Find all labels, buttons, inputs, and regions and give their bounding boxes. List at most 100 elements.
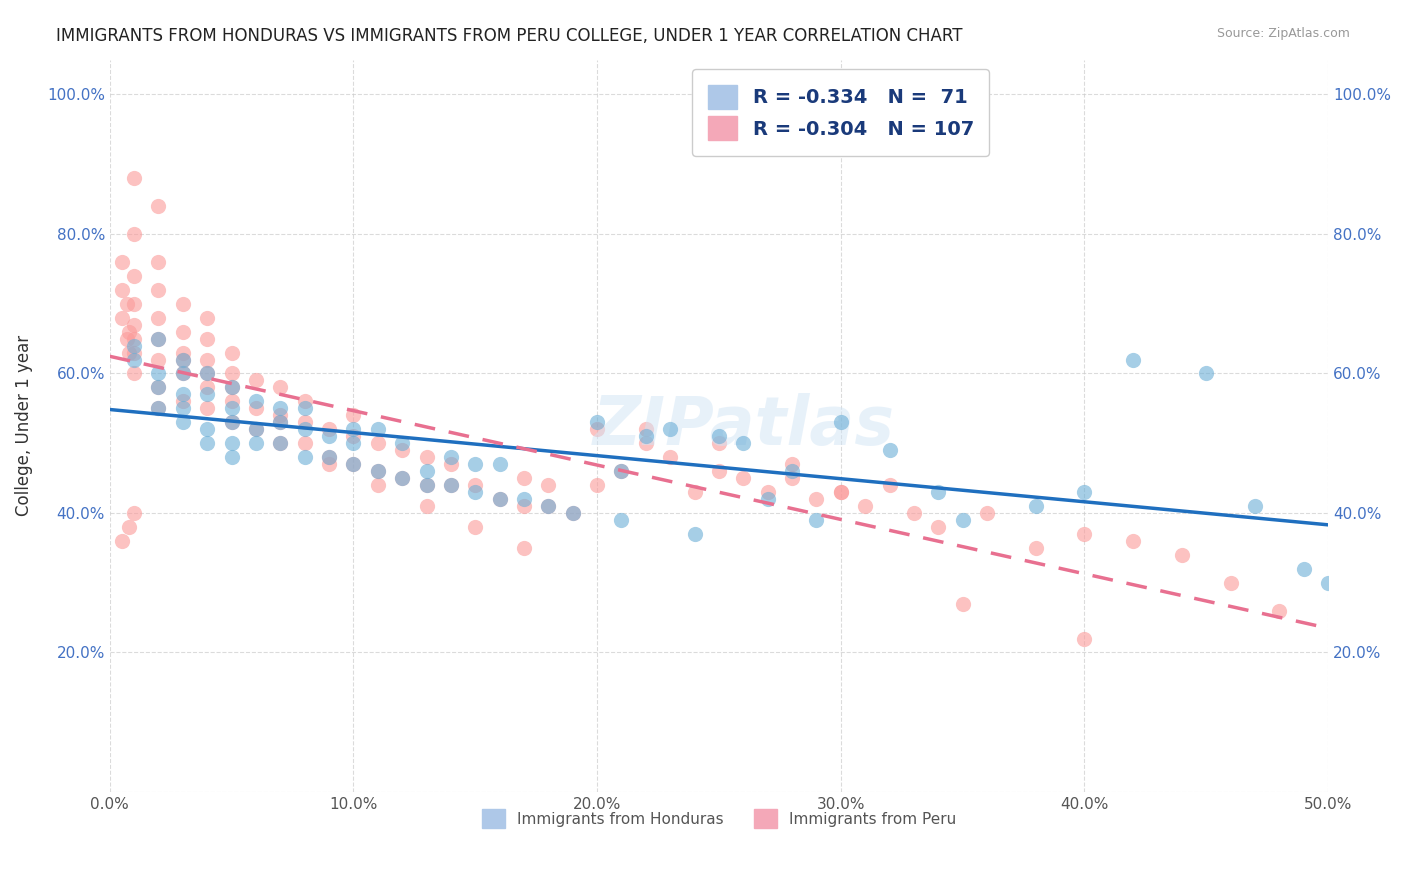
Point <box>367 422 389 436</box>
Point <box>1122 533 1144 548</box>
Point <box>342 409 364 423</box>
Point <box>733 471 755 485</box>
Point <box>513 471 536 485</box>
Point <box>148 401 170 416</box>
Point <box>269 415 291 429</box>
Point <box>1244 499 1267 513</box>
Point <box>118 345 141 359</box>
Point <box>830 485 852 500</box>
Point <box>122 268 145 283</box>
Point <box>148 367 170 381</box>
Point <box>440 457 463 471</box>
Point <box>115 296 138 310</box>
Point <box>172 352 194 367</box>
Point <box>221 436 243 450</box>
Point <box>148 255 170 269</box>
Point <box>879 478 901 492</box>
Point <box>586 422 609 436</box>
Point <box>115 332 138 346</box>
Point <box>391 436 413 450</box>
Point <box>195 387 218 401</box>
Point <box>683 485 706 500</box>
Point <box>342 429 364 443</box>
Point <box>879 443 901 458</box>
Point <box>488 491 510 506</box>
Point <box>513 541 536 555</box>
Point <box>172 415 194 429</box>
Point <box>122 506 145 520</box>
Point <box>537 499 560 513</box>
Point <box>952 597 974 611</box>
Point <box>561 506 583 520</box>
Point <box>610 464 633 478</box>
Point <box>415 464 437 478</box>
Point <box>1268 604 1291 618</box>
Point <box>294 450 316 465</box>
Point <box>659 422 682 436</box>
Point <box>707 429 730 443</box>
Point <box>488 491 510 506</box>
Point <box>415 450 437 465</box>
Point <box>464 485 486 500</box>
Text: IMMIGRANTS FROM HONDURAS VS IMMIGRANTS FROM PERU COLLEGE, UNDER 1 YEAR CORRELATI: IMMIGRANTS FROM HONDURAS VS IMMIGRANTS F… <box>56 27 963 45</box>
Point <box>221 415 243 429</box>
Point <box>610 464 633 478</box>
Point <box>586 478 609 492</box>
Point <box>318 422 340 436</box>
Point <box>415 499 437 513</box>
Point <box>172 367 194 381</box>
Point <box>148 283 170 297</box>
Point <box>415 478 437 492</box>
Point <box>195 367 218 381</box>
Point <box>806 491 828 506</box>
Point <box>927 520 949 534</box>
Text: Source: ZipAtlas.com: Source: ZipAtlas.com <box>1216 27 1350 40</box>
Point <box>122 332 145 346</box>
Point <box>148 380 170 394</box>
Point <box>245 436 267 450</box>
Point <box>1073 485 1095 500</box>
Point <box>1025 499 1047 513</box>
Point <box>195 310 218 325</box>
Point <box>513 499 536 513</box>
Point <box>172 352 194 367</box>
Point <box>1292 562 1315 576</box>
Point <box>342 457 364 471</box>
Point <box>391 443 413 458</box>
Point <box>806 513 828 527</box>
Point <box>513 491 536 506</box>
Point <box>172 345 194 359</box>
Point <box>148 199 170 213</box>
Point <box>221 345 243 359</box>
Point <box>195 380 218 394</box>
Point <box>172 296 194 310</box>
Point <box>756 485 779 500</box>
Point <box>415 478 437 492</box>
Point <box>318 429 340 443</box>
Point <box>294 394 316 409</box>
Point <box>172 367 194 381</box>
Point <box>1073 527 1095 541</box>
Point <box>148 332 170 346</box>
Point <box>221 367 243 381</box>
Point <box>172 394 194 409</box>
Point <box>318 450 340 465</box>
Point <box>318 457 340 471</box>
Point <box>903 506 925 520</box>
Point <box>195 436 218 450</box>
Point <box>221 401 243 416</box>
Point <box>1025 541 1047 555</box>
Point <box>294 401 316 416</box>
Point <box>830 485 852 500</box>
Point <box>118 520 141 534</box>
Point <box>367 478 389 492</box>
Point <box>148 352 170 367</box>
Point <box>122 171 145 186</box>
Point <box>367 436 389 450</box>
Point <box>148 332 170 346</box>
Point <box>1219 575 1241 590</box>
Point <box>634 436 657 450</box>
Point <box>342 457 364 471</box>
Point <box>172 401 194 416</box>
Point <box>586 415 609 429</box>
